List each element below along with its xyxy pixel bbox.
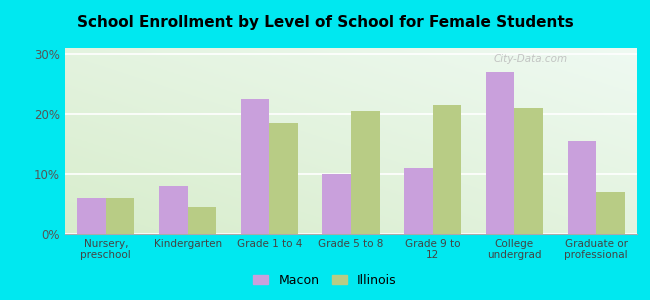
Bar xyxy=(486,72,514,234)
Bar xyxy=(322,174,351,234)
Bar xyxy=(188,207,216,234)
Bar xyxy=(269,123,298,234)
Bar xyxy=(106,198,135,234)
Legend: Macon, Illinois: Macon, Illinois xyxy=(250,270,400,291)
Text: City-Data.com: City-Data.com xyxy=(494,54,568,64)
Bar xyxy=(351,111,380,234)
Bar xyxy=(567,141,596,234)
Bar xyxy=(404,168,433,234)
Bar xyxy=(433,105,462,234)
Bar xyxy=(514,108,543,234)
Bar xyxy=(596,192,625,234)
Bar xyxy=(240,99,269,234)
Bar xyxy=(159,186,188,234)
Text: School Enrollment by Level of School for Female Students: School Enrollment by Level of School for… xyxy=(77,15,573,30)
Bar xyxy=(77,198,106,234)
